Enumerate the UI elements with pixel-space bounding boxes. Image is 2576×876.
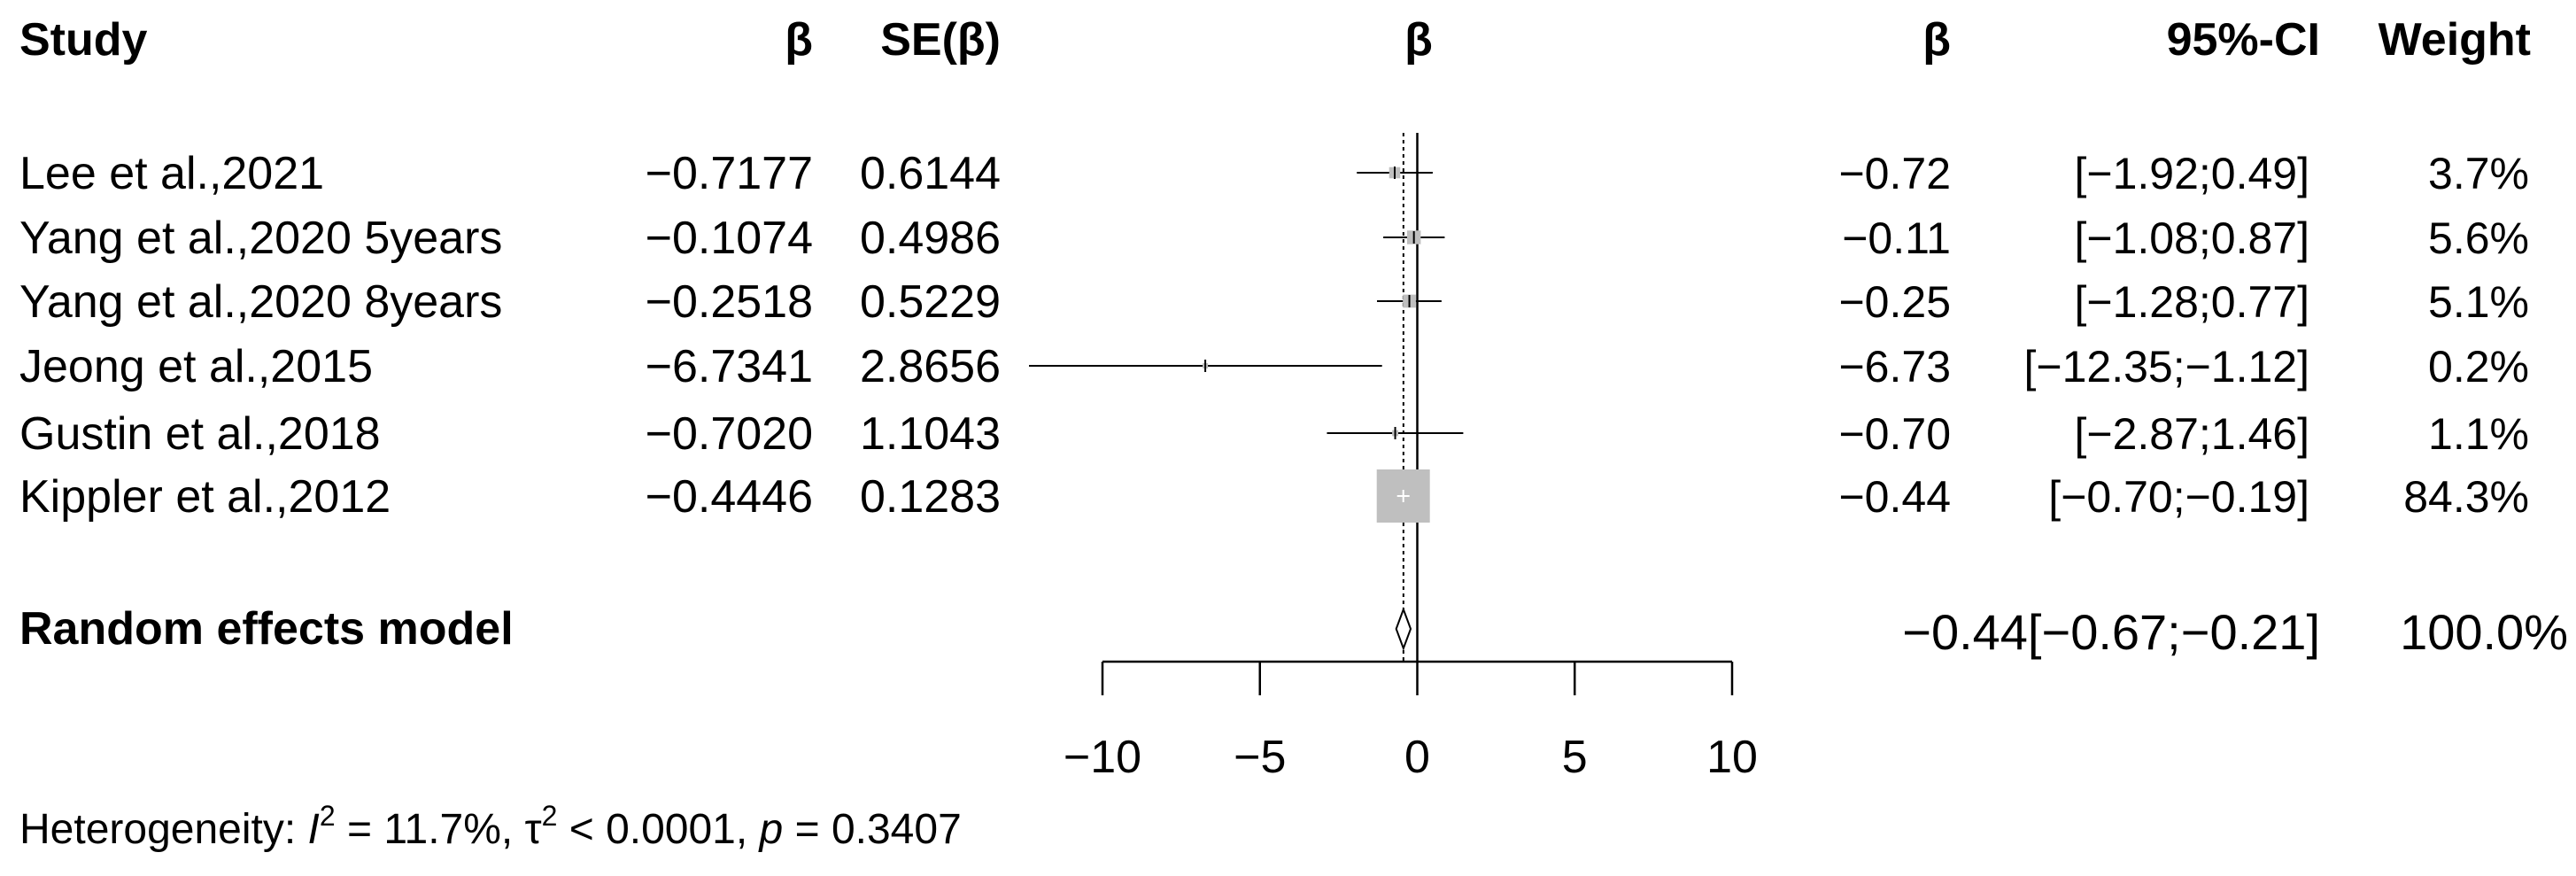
het-sup2: 2: [542, 800, 558, 832]
study-se: 0.6144: [860, 148, 1001, 199]
plot-marks: [1029, 133, 1464, 662]
pooled-diamond: [1395, 607, 1412, 651]
heterogeneity-text: Heterogeneity: I2 = 11.7%, τ2 < 0.0001, …: [19, 800, 962, 853]
study-estimate: −0.72: [1838, 149, 1951, 198]
pooled-weight: 100.0%: [2400, 604, 2568, 660]
pooled-label: Random effects model: [19, 603, 514, 655]
study-weight: 3.7%: [2428, 149, 2529, 198]
header-beta: β: [785, 14, 813, 66]
het-end: = 0.3407: [783, 806, 962, 853]
het-sup1: 2: [320, 800, 336, 832]
header-ci: 95%-CI: [2167, 14, 2320, 66]
tick-label: 5: [1562, 732, 1588, 783]
study-weight: 0.2%: [2428, 342, 2529, 391]
study-se: 1.1043: [860, 408, 1001, 460]
study-ci: [−2.87;1.46]: [2074, 409, 2309, 459]
study-weight: 5.1%: [2428, 277, 2529, 327]
study-estimate: −0.44: [1838, 472, 1951, 522]
het-tau: τ: [525, 806, 542, 853]
tick-label: −5: [1234, 732, 1286, 783]
het-mid1: = 11.7%,: [336, 806, 525, 853]
study-beta: −0.7177: [646, 148, 813, 199]
study-estimate: −0.11: [1842, 213, 1951, 263]
study-se: 0.5229: [860, 276, 1001, 328]
study-name: Yang et al.,2020 8years: [19, 276, 502, 328]
study-ci: [−1.28;0.77]: [2074, 277, 2309, 327]
study-beta: −6.7341: [646, 341, 813, 392]
study-name: Jeong et al.,2015: [19, 341, 373, 392]
header-weight: Weight: [2379, 14, 2531, 66]
study-rows: Lee et al.,2021 −0.7177 0.6144 −0.72 [−1.92;…: [19, 148, 2529, 523]
study-se: 2.8656: [860, 341, 1001, 392]
study-ci: [−1.08;0.87]: [2074, 213, 2309, 263]
tick-label: 0: [1404, 732, 1430, 783]
het-i: I: [308, 806, 320, 853]
study-ci: [−0.70;−0.19]: [2048, 472, 2309, 522]
study-beta: −0.2518: [646, 276, 813, 328]
study-weight: 84.3%: [2403, 472, 2529, 522]
study-beta: −0.7020: [646, 408, 813, 460]
study-weight: 1.1%: [2428, 409, 2529, 459]
study-weight: 5.6%: [2428, 213, 2529, 263]
pooled-est-ci: −0.44[−0.67;−0.21]: [1902, 604, 2320, 660]
het-p: p: [758, 806, 784, 853]
study-beta: −0.4446: [646, 471, 813, 523]
header-beta-right: β: [1922, 14, 1951, 66]
het-mid2: < 0.0001,: [557, 806, 759, 853]
study-name: Yang et al.,2020 5years: [19, 213, 502, 264]
study-beta: −0.1074: [646, 213, 813, 264]
study-ci: [−12.35;−1.12]: [2023, 342, 2309, 391]
study-estimate: −6.73: [1838, 342, 1951, 391]
study-name: Lee et al.,2021: [19, 148, 324, 199]
study-se: 0.1283: [860, 471, 1001, 523]
study-name: Kippler et al.,2012: [19, 471, 391, 523]
header-plot-beta: β: [1404, 14, 1433, 66]
study-estimate: −0.70: [1838, 409, 1951, 459]
tick-label: 10: [1706, 732, 1758, 783]
header-se: SE(β): [880, 14, 1001, 66]
het-prefix: Heterogeneity:: [19, 806, 308, 853]
study-ci: [−1.92;0.49]: [2074, 149, 2309, 198]
header-study: Study: [19, 14, 148, 66]
study-estimate: −0.25: [1838, 277, 1951, 327]
study-se: 0.4986: [860, 213, 1001, 264]
study-name: Gustin et al.,2018: [19, 408, 381, 460]
tick-label: −10: [1064, 732, 1141, 783]
x-axis: −10 −5 0 5 10: [1064, 660, 1758, 783]
